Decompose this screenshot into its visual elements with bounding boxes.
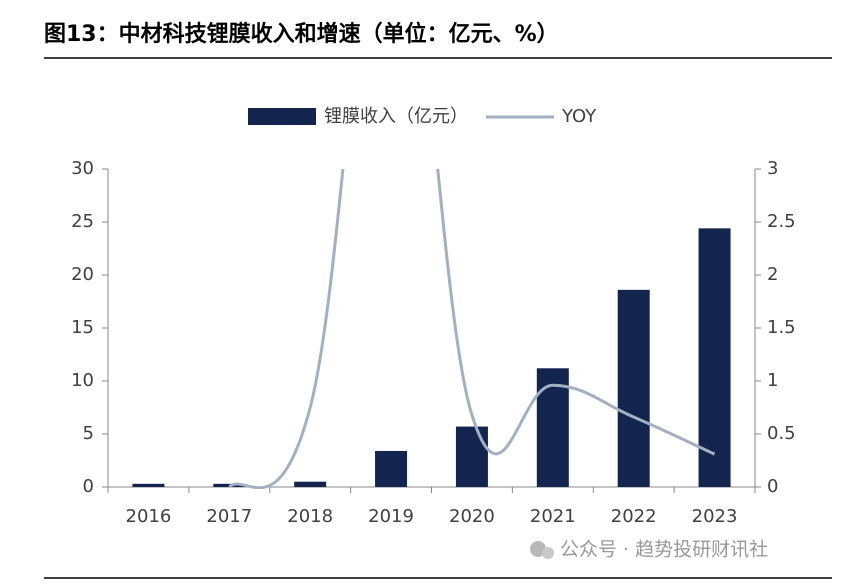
x-tick-label: 2017 <box>206 506 252 527</box>
y-tick-label: 5 <box>83 423 94 444</box>
chart-title: 图13：中材科技锂膜收入和增速（单位：亿元、%） <box>44 21 559 47</box>
bar <box>617 289 650 487</box>
y-tick-label: 25 <box>71 211 94 232</box>
y2-tick-label: 0.5 <box>767 423 796 444</box>
watermark-text: 公众号 · 趋势投研财讯社 <box>560 539 768 561</box>
x-tick-label: 2023 <box>692 506 738 527</box>
y2-tick-label: 1.5 <box>767 317 796 338</box>
legend-swatch <box>248 108 316 125</box>
y-tick-label: 10 <box>71 370 94 391</box>
y2-tick-label: 2.5 <box>767 211 796 232</box>
bar <box>375 450 408 487</box>
y2-tick-label: 1 <box>767 370 778 391</box>
x-tick-label: 2021 <box>530 506 576 527</box>
bar <box>698 228 731 488</box>
x-tick-label: 2022 <box>611 506 657 527</box>
x-tick-label: 2018 <box>287 506 333 527</box>
bar <box>294 481 327 487</box>
line <box>228 169 716 489</box>
legend-label: YOY <box>561 106 597 127</box>
x-tick-label: 2019 <box>368 506 414 527</box>
x-tick-label: 2016 <box>126 506 172 527</box>
y2-tick-label: 2 <box>767 264 778 285</box>
bar <box>132 483 165 487</box>
watermark-icon <box>542 547 554 559</box>
y2-tick-label: 0 <box>767 476 778 497</box>
y-tick-label: 20 <box>71 264 94 285</box>
watermark: 公众号 · 趋势投研财讯社 <box>530 539 768 561</box>
bar <box>455 426 488 487</box>
y-tick-label: 30 <box>71 158 94 179</box>
y-tick-label: 15 <box>71 317 94 338</box>
y-tick-label: 0 <box>83 476 94 497</box>
y2-tick-label: 3 <box>767 158 778 179</box>
legend-label: 锂膜收入（亿元） <box>324 106 468 127</box>
x-tick-label: 2020 <box>449 506 495 527</box>
